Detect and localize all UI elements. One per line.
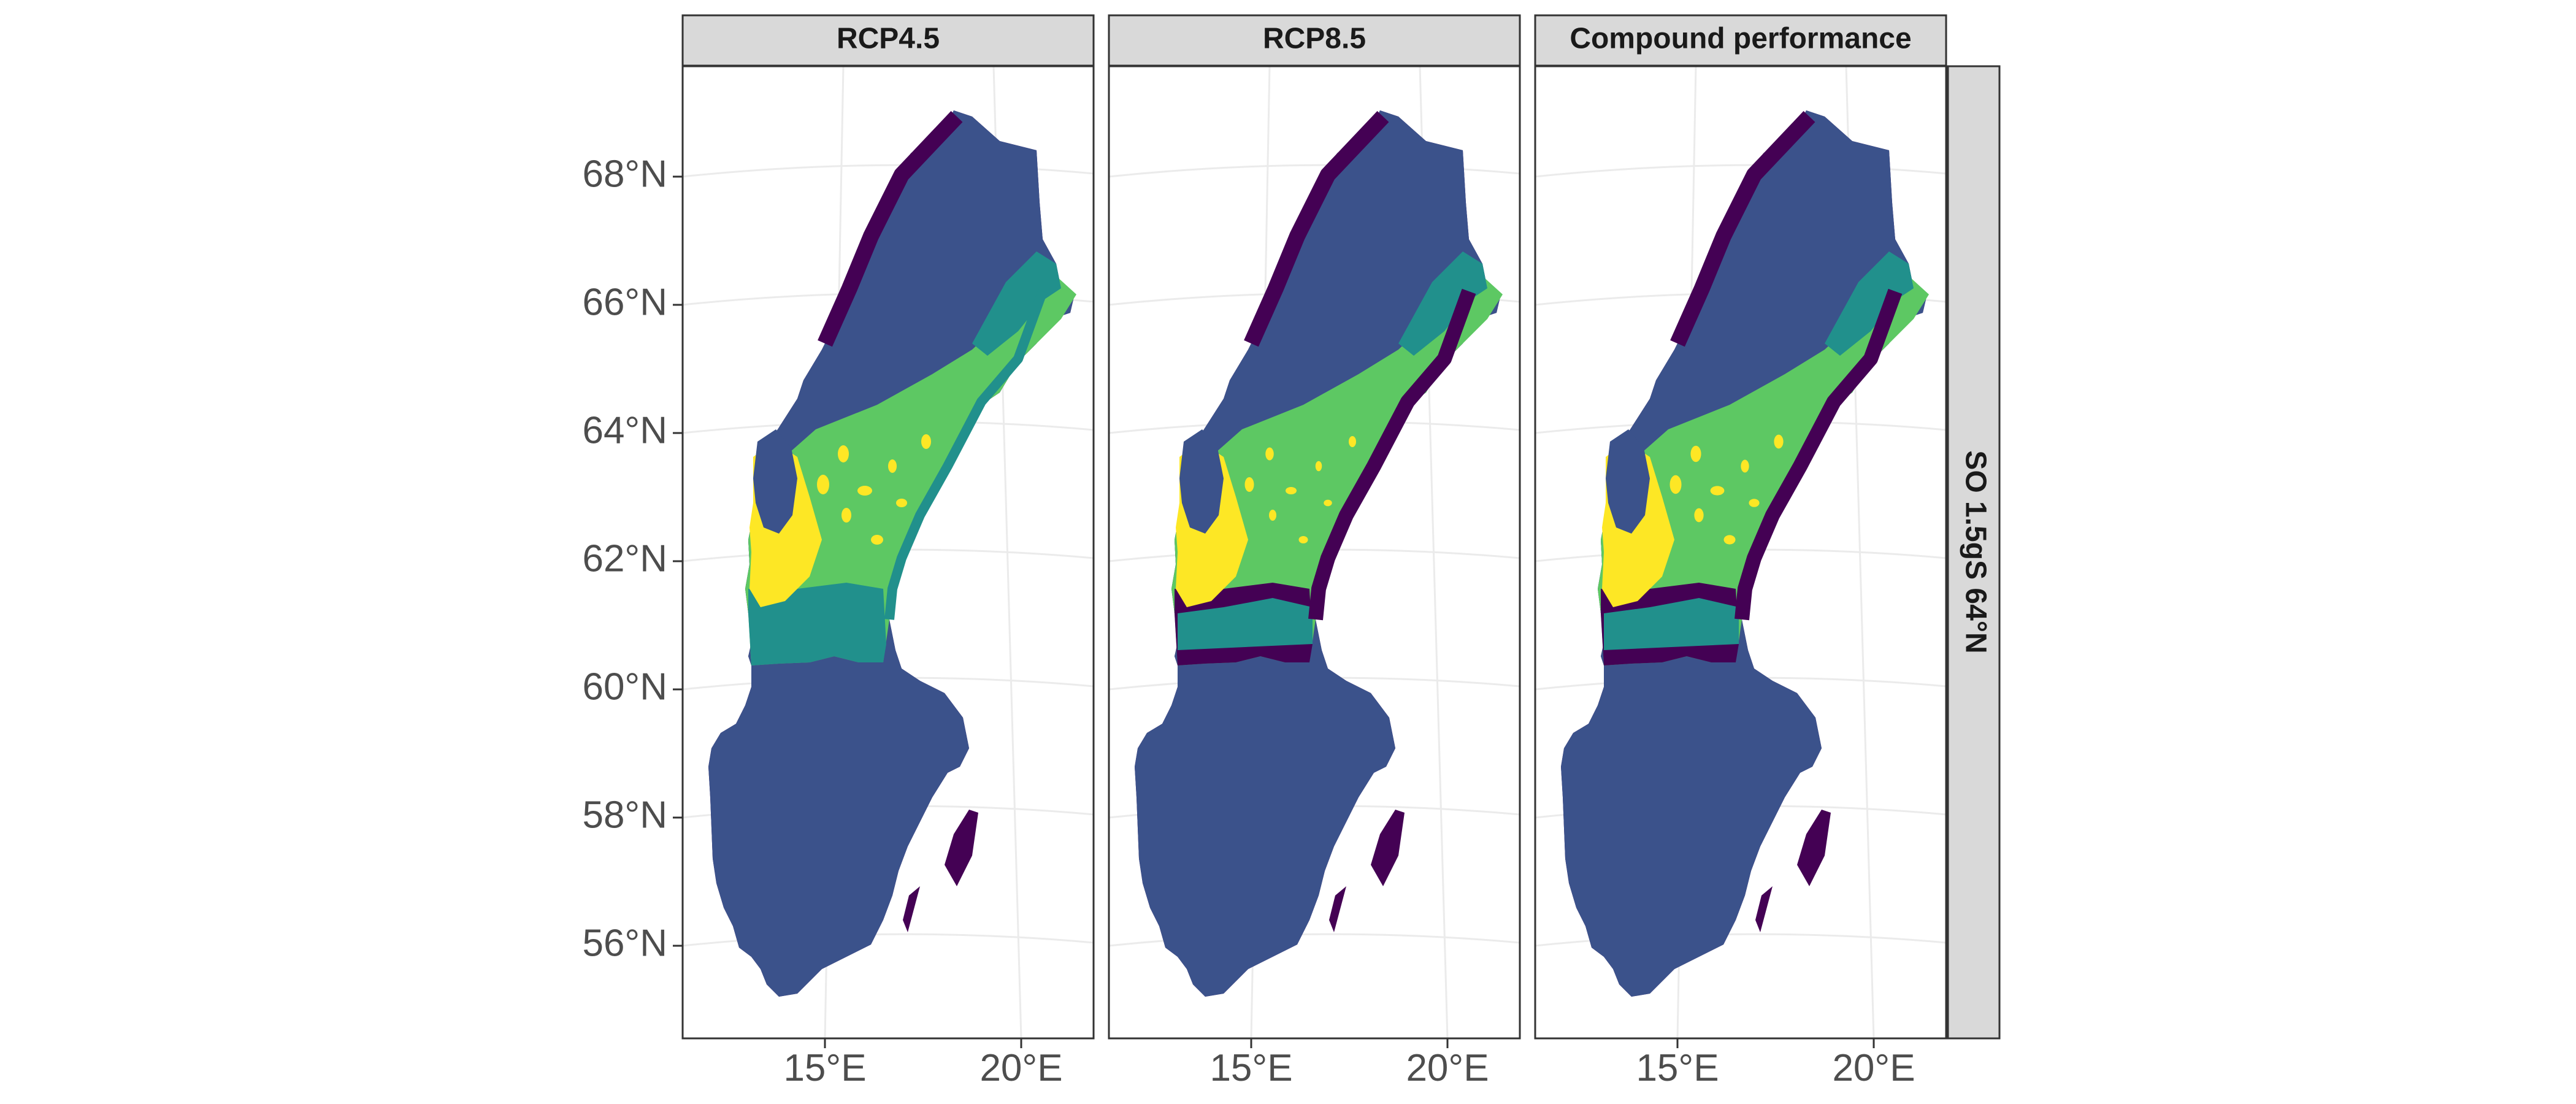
column-strip [1108, 14, 1521, 67]
x-tick-label: 20°E [1832, 1047, 1915, 1089]
x-tick-label: 15°E [1636, 1047, 1719, 1089]
y-tick-label: 62°N [582, 537, 667, 580]
row-strip: SO 1.5gS 64°N [1947, 65, 2001, 1040]
column-strip-label: Compound performance [1570, 23, 1911, 55]
column-strip-label: RCP4.5 [837, 23, 940, 55]
column-strip-label: RCP8.5 [1263, 23, 1366, 55]
map-panels: RCP4.5 RCP8.5 Compound performance [681, 14, 1947, 1040]
sweden-map [708, 110, 1076, 997]
y-axis: 68°N 66°N 64°N 62°N 60°N 58°N 56°N [582, 153, 683, 964]
column-strip [1534, 14, 1947, 67]
x-tick-label: 20°E [979, 1047, 1062, 1089]
y-tick-label: 60°N [582, 665, 667, 708]
column-strip [681, 14, 1095, 67]
map-panel-3: Compound performance [1534, 14, 1947, 1040]
x-tick-label: 15°E [1209, 1047, 1292, 1089]
y-tick-label: 64°N [582, 409, 667, 451]
map-panel-1: RCP4.5 [681, 14, 1095, 1040]
x-axes: 15°E 20°E 15°E 20°E 15°E 20°E [783, 1038, 1915, 1089]
x-tick-label: 20°E [1406, 1047, 1489, 1089]
y-tick-label: 56°N [582, 922, 667, 964]
x-tick-label: 15°E [783, 1047, 866, 1089]
y-tick-label: 58°N [582, 794, 667, 836]
y-tick-label: 66°N [582, 281, 667, 323]
sweden-map [1561, 110, 1929, 997]
y-tick-label: 68°N [582, 153, 667, 195]
sweden-map [1135, 110, 1503, 997]
row-strip-label: SO 1.5gS 64°N [1959, 450, 1991, 653]
map-panel-2: RCP8.5 [1108, 14, 1521, 1040]
